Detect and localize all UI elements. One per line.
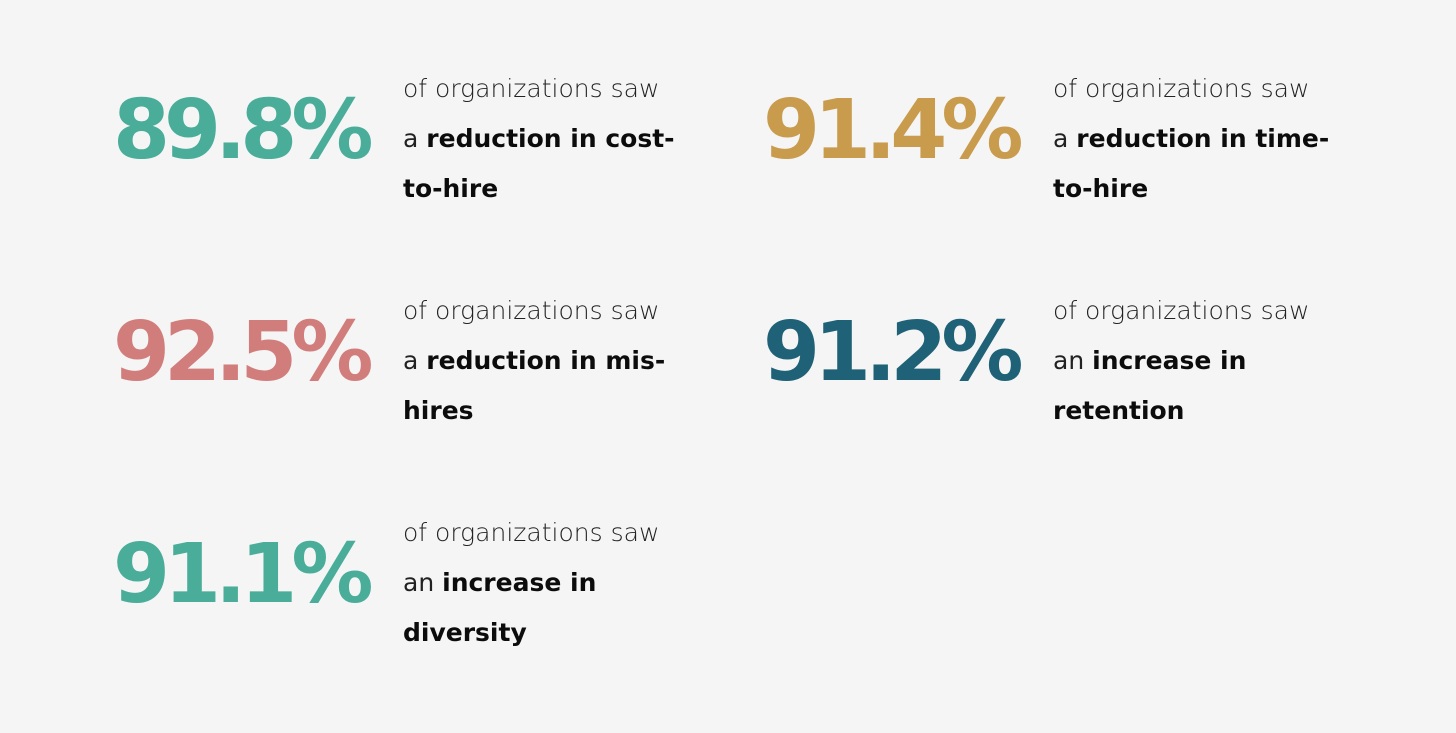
stat-description: of organizations saw a reduction in cost… [403, 64, 693, 214]
stat-lead-text: of organizations saw [1053, 74, 1310, 103]
stat-cost-to-hire: 89.8% of organizations saw a reduction i… [113, 74, 733, 224]
stat-description: of organizations saw an increase in dive… [403, 508, 693, 658]
stat-retention: 91.2% of organizations saw an increase i… [763, 296, 1383, 446]
stat-emphasis: increase in [442, 568, 597, 597]
stat-article: an [1053, 346, 1093, 375]
stat-article: a [403, 346, 427, 375]
stat-diversity: 91.1% of organizations saw an increase i… [113, 518, 733, 668]
stat-article: a [1053, 124, 1077, 153]
stat-emphasis-continued: retention [1053, 396, 1185, 425]
stat-lead-text: of organizations saw [403, 296, 660, 325]
stat-lead-text: of organizations saw [1053, 296, 1310, 325]
stat-lead-text: of organizations saw [403, 74, 660, 103]
stat-description: of organizations saw a reduction in time… [1053, 64, 1343, 214]
stat-value: 91.1% [113, 527, 373, 622]
stat-emphasis: reduction in cost- [426, 124, 675, 153]
stat-lead-text: of organizations saw [403, 518, 660, 547]
stat-emphasis-continued: diversity [403, 618, 527, 647]
stat-value: 91.4% [763, 83, 1023, 178]
stat-value: 89.8% [113, 83, 373, 178]
stat-article: a [403, 124, 427, 153]
stat-value: 91.2% [763, 305, 1023, 400]
stat-description: of organizations saw an increase in rete… [1053, 286, 1343, 436]
stat-emphasis-continued: to-hire [403, 174, 499, 203]
stat-mis-hires: 92.5% of organizations saw a reduction i… [113, 296, 733, 446]
stat-emphasis: reduction in mis- [426, 346, 666, 375]
stat-description: of organizations saw a reduction in mis-… [403, 286, 693, 436]
stat-emphasis-continued: to-hire [1053, 174, 1149, 203]
stat-emphasis: increase in [1092, 346, 1247, 375]
stat-emphasis-continued: hires [403, 396, 474, 425]
stat-value: 92.5% [113, 305, 373, 400]
stat-emphasis: reduction in time- [1076, 124, 1330, 153]
stat-article: an [403, 568, 443, 597]
stat-time-to-hire: 91.4% of organizations saw a reduction i… [763, 74, 1383, 224]
